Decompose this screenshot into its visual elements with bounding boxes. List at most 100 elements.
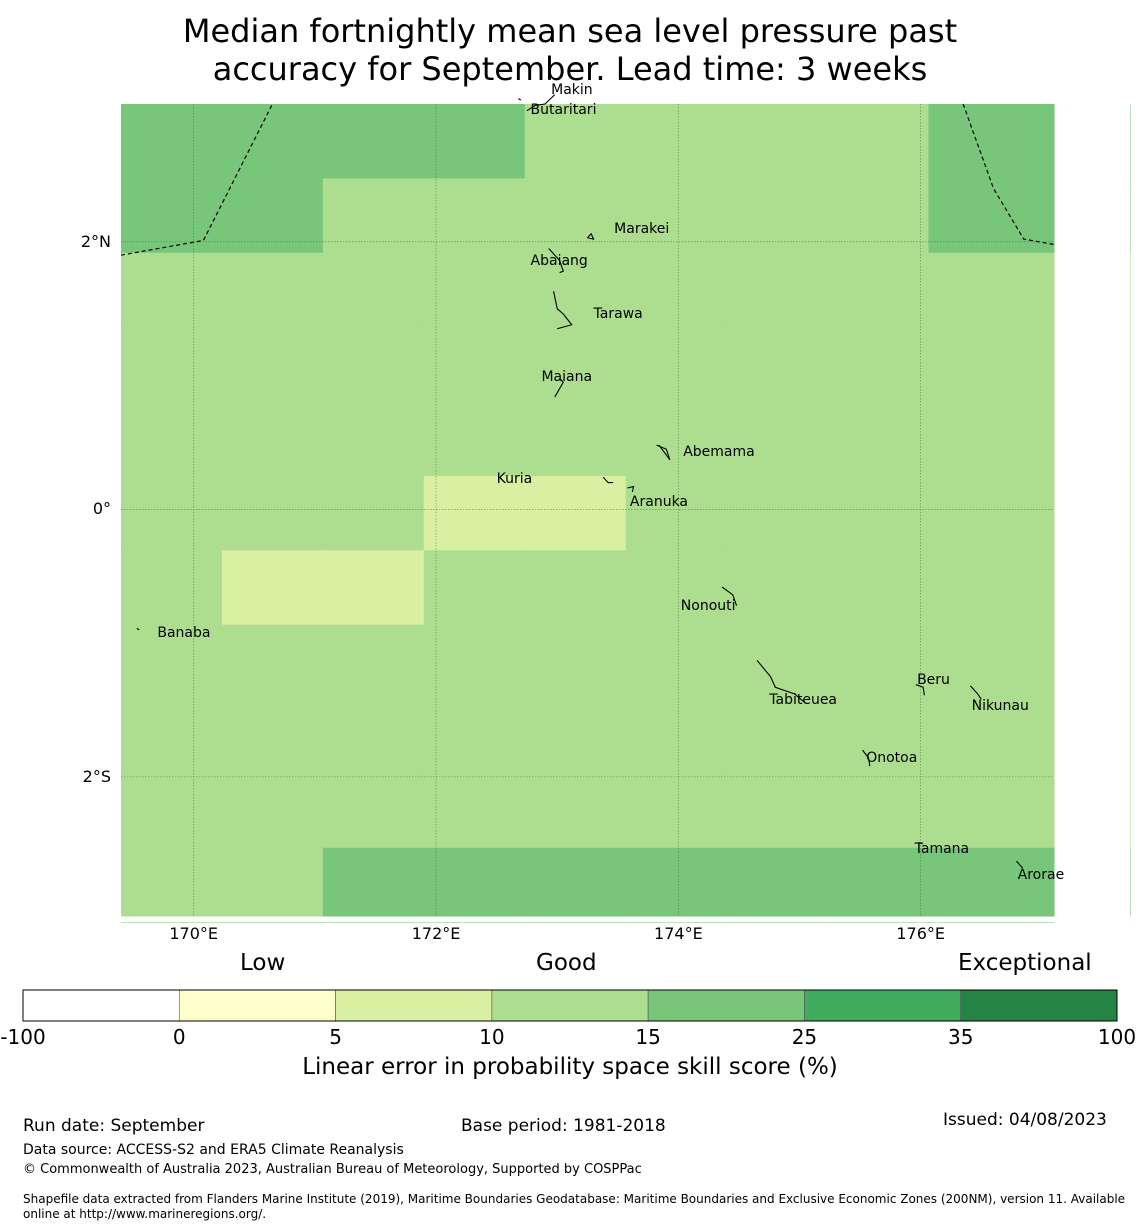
grid-cell xyxy=(726,252,829,328)
island-outline xyxy=(526,94,556,112)
island-outline xyxy=(969,685,982,700)
grid-cell xyxy=(726,104,829,179)
lon-tick-label: 174°E xyxy=(654,924,703,943)
colorbar-segment xyxy=(178,989,336,1022)
grid-cell xyxy=(524,624,627,700)
grid-cell xyxy=(726,624,829,700)
grid-cell xyxy=(726,922,829,923)
grid-cell xyxy=(928,847,1030,917)
skill-score-grid xyxy=(121,104,1131,923)
place-label: Marakei xyxy=(614,220,670,237)
grid-cell xyxy=(625,922,728,923)
grid-cell xyxy=(423,847,526,917)
grid-cell xyxy=(625,773,728,849)
grid-cell xyxy=(322,178,425,254)
grid-cell xyxy=(322,773,425,849)
grid-cell xyxy=(423,922,526,923)
graticule xyxy=(121,104,1054,916)
grid-cell xyxy=(322,104,425,179)
place-label: Banaba xyxy=(157,624,211,641)
grid-cell xyxy=(221,327,324,403)
grid-cell xyxy=(121,847,223,917)
map-title: Median fortnightly mean sea level pressu… xyxy=(0,12,1140,88)
grid-cell xyxy=(322,550,425,626)
grid-cell xyxy=(524,104,627,179)
grid-cell xyxy=(524,699,627,774)
grid-cell xyxy=(423,252,526,328)
lat-tick-label: 2°S xyxy=(82,766,111,786)
grid-cell xyxy=(928,252,1030,328)
lon-tick-label: 176°E xyxy=(896,924,946,943)
category-exceptional-label: Exceptional xyxy=(958,950,1092,976)
title-line-1: Median fortnightly mean sea level pressu… xyxy=(182,12,958,50)
place-label: Beru xyxy=(917,671,950,688)
grid-cell xyxy=(827,550,929,626)
grid-cell xyxy=(827,475,929,551)
island-outline xyxy=(915,684,925,696)
grid-cell xyxy=(322,699,425,774)
place-label: Abaiang xyxy=(530,252,588,269)
grid-cell xyxy=(827,624,929,700)
grid-cell xyxy=(928,178,1030,254)
grid-cell xyxy=(524,550,627,626)
shapefile-credit-line-1: Shapefile data extracted from Flanders M… xyxy=(23,1192,1126,1206)
grid-cell xyxy=(221,252,324,328)
grid-cell xyxy=(221,773,324,849)
colorbar-tick-label: 10 xyxy=(479,1025,505,1049)
island-outline xyxy=(587,232,595,240)
grid-cell xyxy=(121,178,223,254)
grid-cell xyxy=(322,847,425,917)
grid-cell xyxy=(524,847,627,917)
shapefile-credit: Shapefile data extracted from Flanders M… xyxy=(23,1192,1125,1222)
grid-cell xyxy=(827,104,929,179)
grid-cell xyxy=(221,922,324,923)
grid-cell xyxy=(928,922,1030,923)
shapefile-credit-line-2: online at http://www.marineregions.org/. xyxy=(23,1207,267,1221)
category-good-label: Good xyxy=(536,950,597,976)
grid-cell xyxy=(928,624,1030,700)
grid-cell xyxy=(1130,252,1131,328)
grid-cell xyxy=(1130,327,1131,403)
grid-cell xyxy=(726,550,829,626)
island-outlines xyxy=(136,94,1023,869)
grid-cell xyxy=(827,252,929,328)
grid-cell xyxy=(1029,550,1055,626)
grid-cell xyxy=(928,699,1030,774)
colorbar-segment xyxy=(960,989,1118,1022)
grid-cell xyxy=(928,104,1030,179)
grid-cell xyxy=(726,401,829,477)
grid-cell xyxy=(1029,624,1055,700)
island-outline xyxy=(918,841,923,845)
grid-cell xyxy=(1130,104,1131,179)
grid-cell xyxy=(827,327,929,403)
grid-cell xyxy=(726,773,829,849)
place-label: Arorae xyxy=(1017,866,1065,883)
grid-cell xyxy=(524,401,627,477)
island-outline xyxy=(518,98,522,101)
island-outline xyxy=(553,291,573,330)
grid-cell xyxy=(524,475,627,551)
grid-cell xyxy=(423,550,526,626)
colorbar xyxy=(22,989,1118,1022)
island-outline xyxy=(862,749,871,767)
lat-tick-label: 2°N xyxy=(80,231,111,251)
grid-cell xyxy=(322,252,425,328)
grid-cell xyxy=(221,699,324,774)
grid-cell xyxy=(1130,624,1131,700)
grid-cell xyxy=(625,104,728,179)
grid-cell xyxy=(827,401,929,477)
grid-cell xyxy=(625,475,728,551)
grid-cell xyxy=(423,475,526,551)
grid-cell xyxy=(524,327,627,403)
grid-cell xyxy=(827,773,929,849)
grid-cell xyxy=(221,550,324,626)
grid-cell xyxy=(221,847,324,917)
grid-cell xyxy=(625,550,728,626)
grid-cell xyxy=(625,847,728,917)
grid-cell xyxy=(1029,327,1055,403)
grid-cell xyxy=(928,327,1030,403)
grid-cell xyxy=(625,624,728,700)
copyright: © Commonwealth of Australia 2023, Austra… xyxy=(23,1162,642,1177)
grid-cell xyxy=(423,327,526,403)
grid-cell xyxy=(221,475,324,551)
